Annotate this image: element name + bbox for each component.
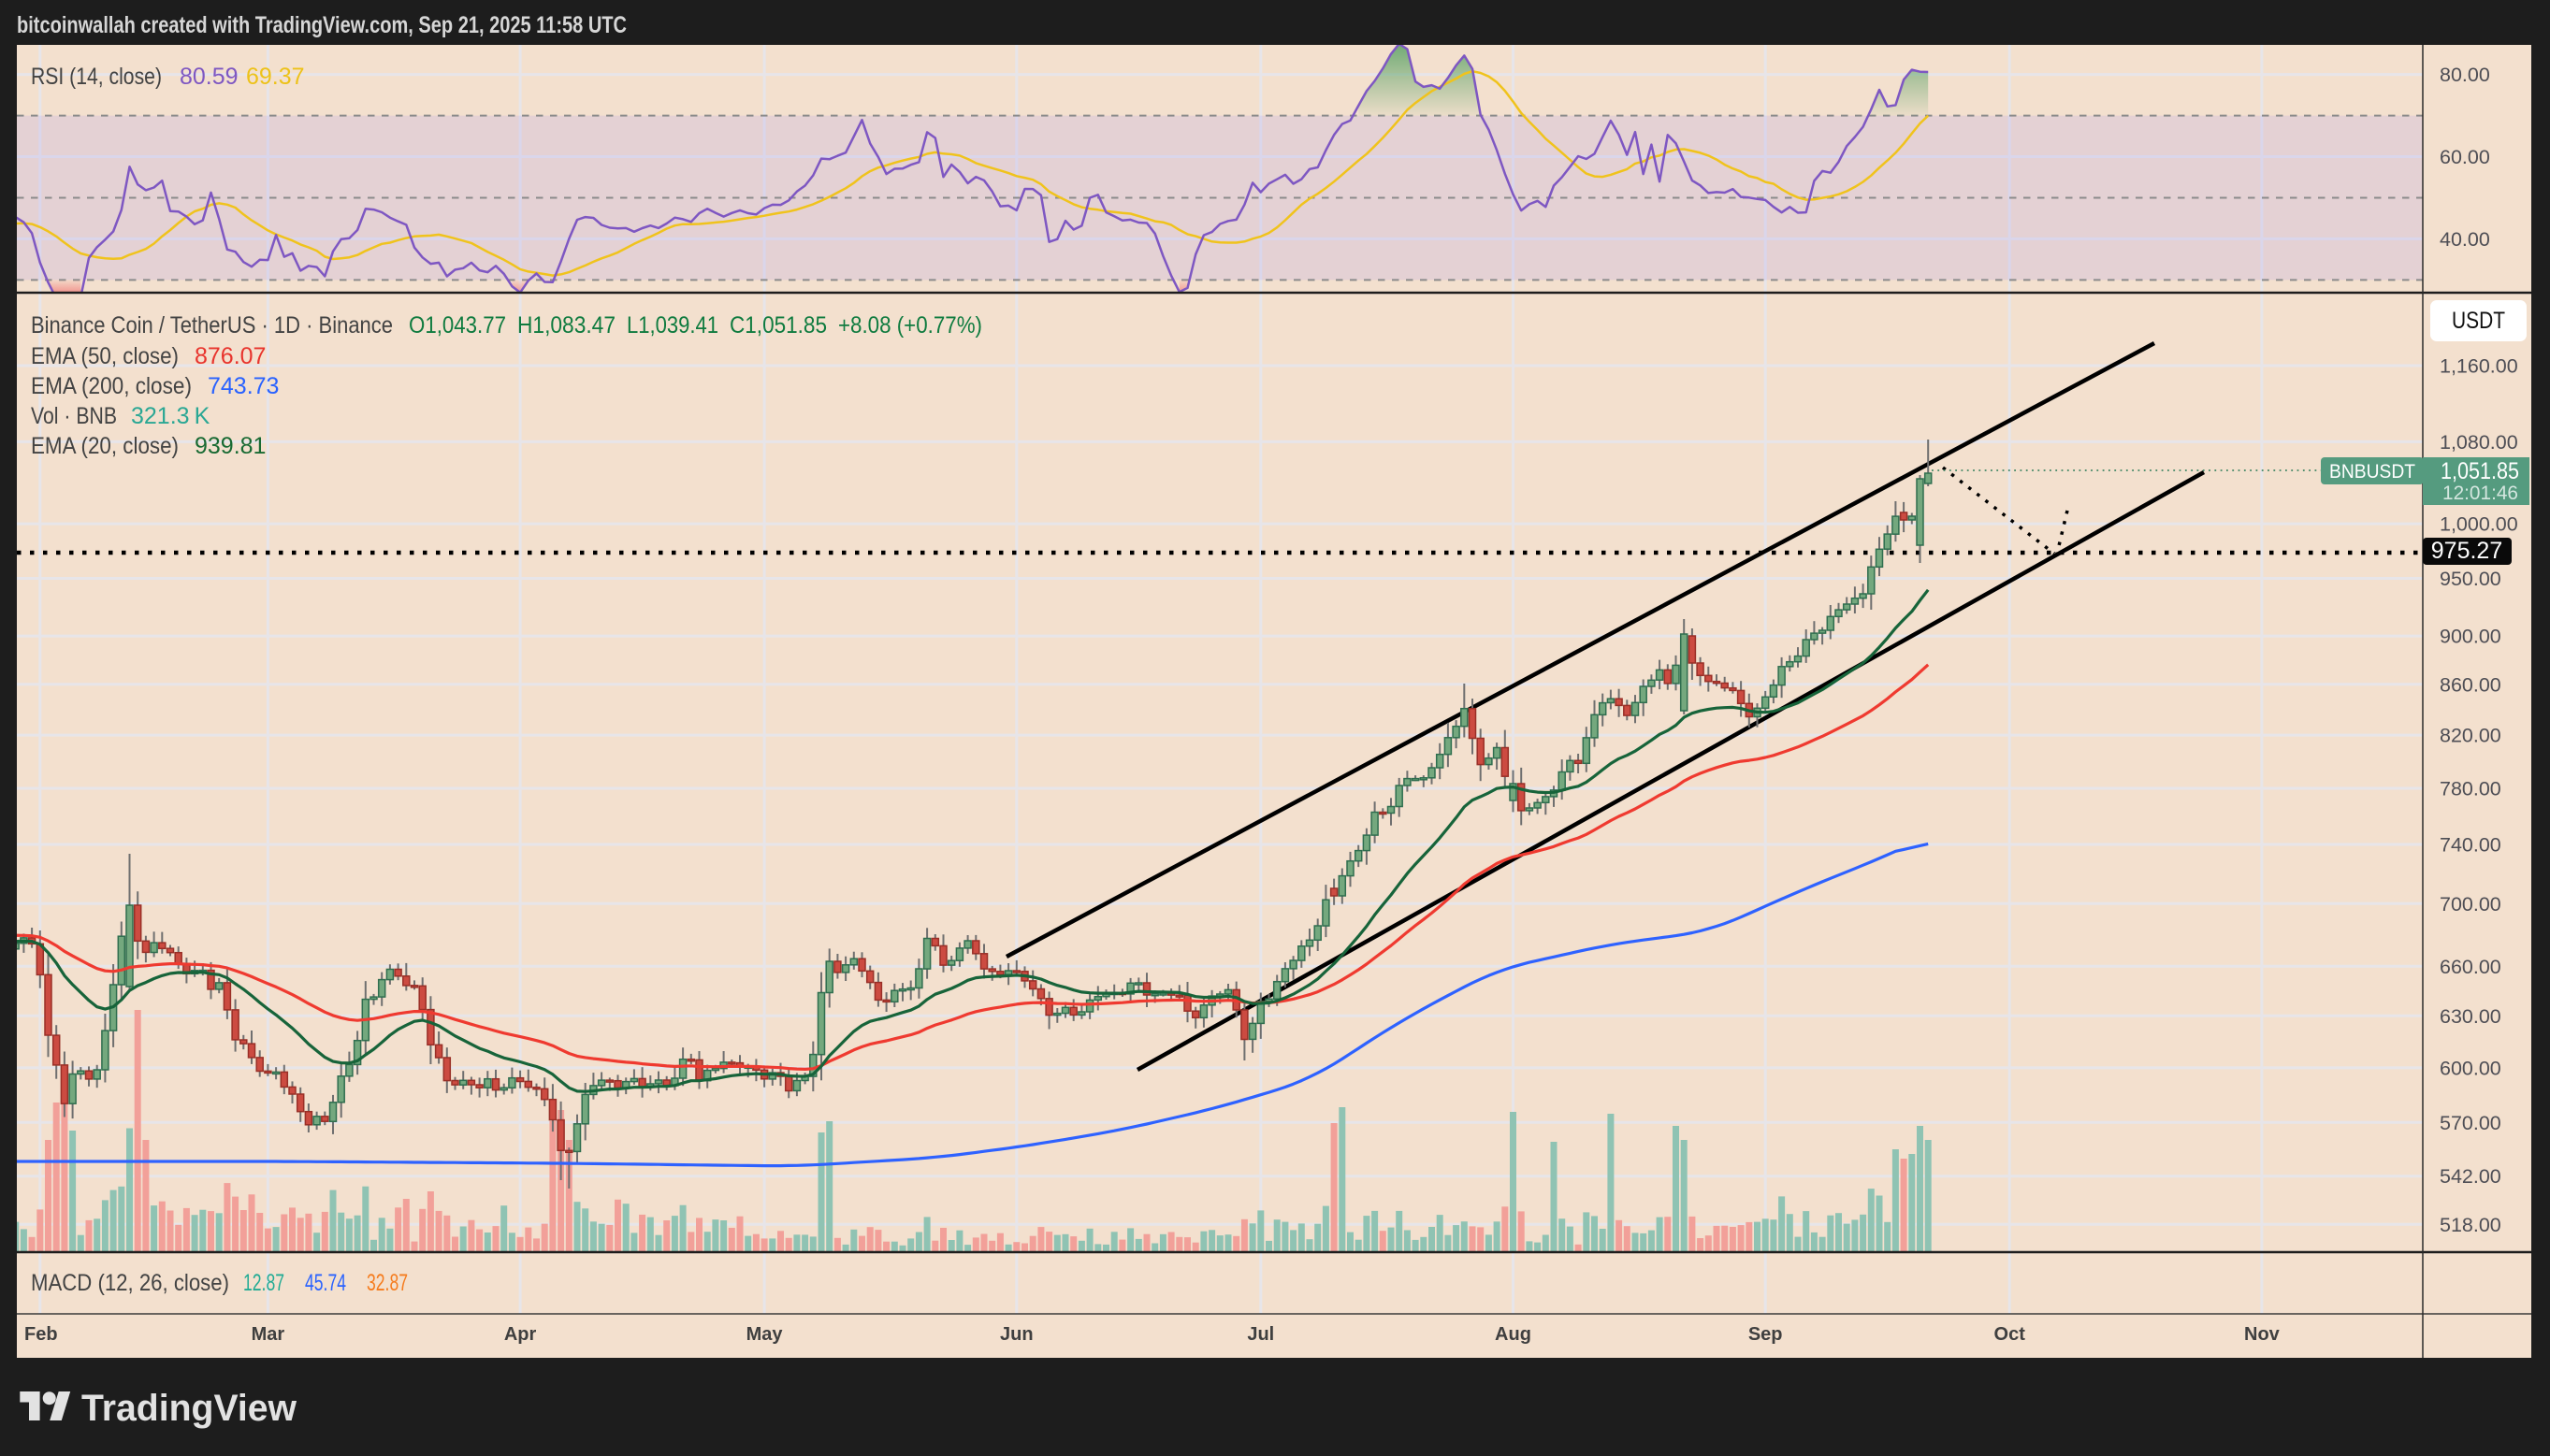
- svg-text:BNBUSDT: BNBUSDT: [2329, 460, 2415, 483]
- svg-text:860.00: 860.00: [2440, 673, 2501, 696]
- svg-text:Apr: Apr: [504, 1324, 537, 1345]
- svg-text:900.00: 900.00: [2440, 626, 2501, 648]
- svg-text:743.73: 743.73: [208, 373, 279, 399]
- svg-text:Vol · BNB: Vol · BNB: [31, 403, 117, 429]
- svg-text:bitcoinwallah created with Tra: bitcoinwallah created with TradingView.c…: [17, 12, 627, 38]
- svg-text:Mar: Mar: [252, 1324, 285, 1345]
- svg-text:80.00: 80.00: [2440, 64, 2490, 86]
- svg-text:975.27: 975.27: [2431, 538, 2502, 564]
- svg-text:876.07: 876.07: [195, 343, 266, 369]
- svg-text:45.74: 45.74: [305, 1270, 346, 1296]
- svg-text:MACD (12, 26, close): MACD (12, 26, close): [31, 1270, 229, 1296]
- svg-text:TradingView: TradingView: [81, 1388, 297, 1429]
- svg-text:Sep: Sep: [1748, 1324, 1783, 1345]
- svg-text:Binance Coin / TetherUS · 1D ·: Binance Coin / TetherUS · 1D · Binance: [31, 312, 393, 339]
- svg-text:EMA (20, close): EMA (20, close): [31, 433, 179, 459]
- svg-text:69.37: 69.37: [246, 64, 305, 90]
- svg-text:1,160.00: 1,160.00: [2440, 355, 2518, 378]
- svg-text:Feb: Feb: [24, 1324, 58, 1345]
- svg-text:950.00: 950.00: [2440, 568, 2501, 590]
- svg-text:EMA (200, close): EMA (200, close): [31, 373, 192, 399]
- svg-text:740.00: 740.00: [2440, 834, 2501, 857]
- svg-text:660.00: 660.00: [2440, 956, 2501, 978]
- svg-text:L1,039.41: L1,039.41: [627, 312, 718, 339]
- svg-text:780.00: 780.00: [2440, 778, 2501, 800]
- svg-text:Aug: Aug: [1495, 1324, 1531, 1345]
- svg-text:C1,051.85: C1,051.85: [730, 312, 827, 339]
- svg-text:1,051.85: 1,051.85: [2441, 458, 2519, 484]
- svg-text:60.00: 60.00: [2440, 146, 2490, 168]
- svg-text:518.00: 518.00: [2440, 1214, 2501, 1236]
- svg-text:Jul: Jul: [1247, 1324, 1274, 1345]
- svg-text:820.00: 820.00: [2440, 725, 2501, 747]
- svg-text:Jun: Jun: [1000, 1324, 1034, 1345]
- svg-text:1,080.00: 1,080.00: [2440, 431, 2518, 454]
- svg-text:Nov: Nov: [2244, 1324, 2281, 1345]
- svg-text:USDT: USDT: [2452, 308, 2505, 334]
- svg-text:H1,083.47: H1,083.47: [517, 312, 616, 339]
- svg-text:80.59: 80.59: [180, 64, 239, 90]
- svg-text:939.81: 939.81: [195, 433, 266, 459]
- svg-text:Oct: Oct: [1994, 1324, 2026, 1345]
- svg-text:700.00: 700.00: [2440, 893, 2501, 915]
- svg-text:570.00: 570.00: [2440, 1112, 2501, 1134]
- svg-text:32.87: 32.87: [367, 1270, 408, 1296]
- svg-text:O1,043.77: O1,043.77: [409, 312, 506, 339]
- svg-text:40.00: 40.00: [2440, 228, 2490, 251]
- svg-text:1,000.00: 1,000.00: [2440, 513, 2518, 536]
- svg-text:600.00: 600.00: [2440, 1057, 2501, 1079]
- svg-text:321.3 K: 321.3 K: [131, 403, 210, 429]
- svg-text:12.87: 12.87: [243, 1270, 284, 1296]
- svg-text:542.00: 542.00: [2440, 1165, 2501, 1188]
- svg-text:12:01:46: 12:01:46: [2442, 482, 2518, 504]
- svg-text:630.00: 630.00: [2440, 1005, 2501, 1028]
- svg-text:RSI (14, close): RSI (14, close): [31, 64, 162, 90]
- svg-text:EMA (50, close): EMA (50, close): [31, 343, 179, 369]
- svg-text:+8.08 (+0.77%): +8.08 (+0.77%): [838, 312, 982, 339]
- svg-text:May: May: [746, 1324, 784, 1345]
